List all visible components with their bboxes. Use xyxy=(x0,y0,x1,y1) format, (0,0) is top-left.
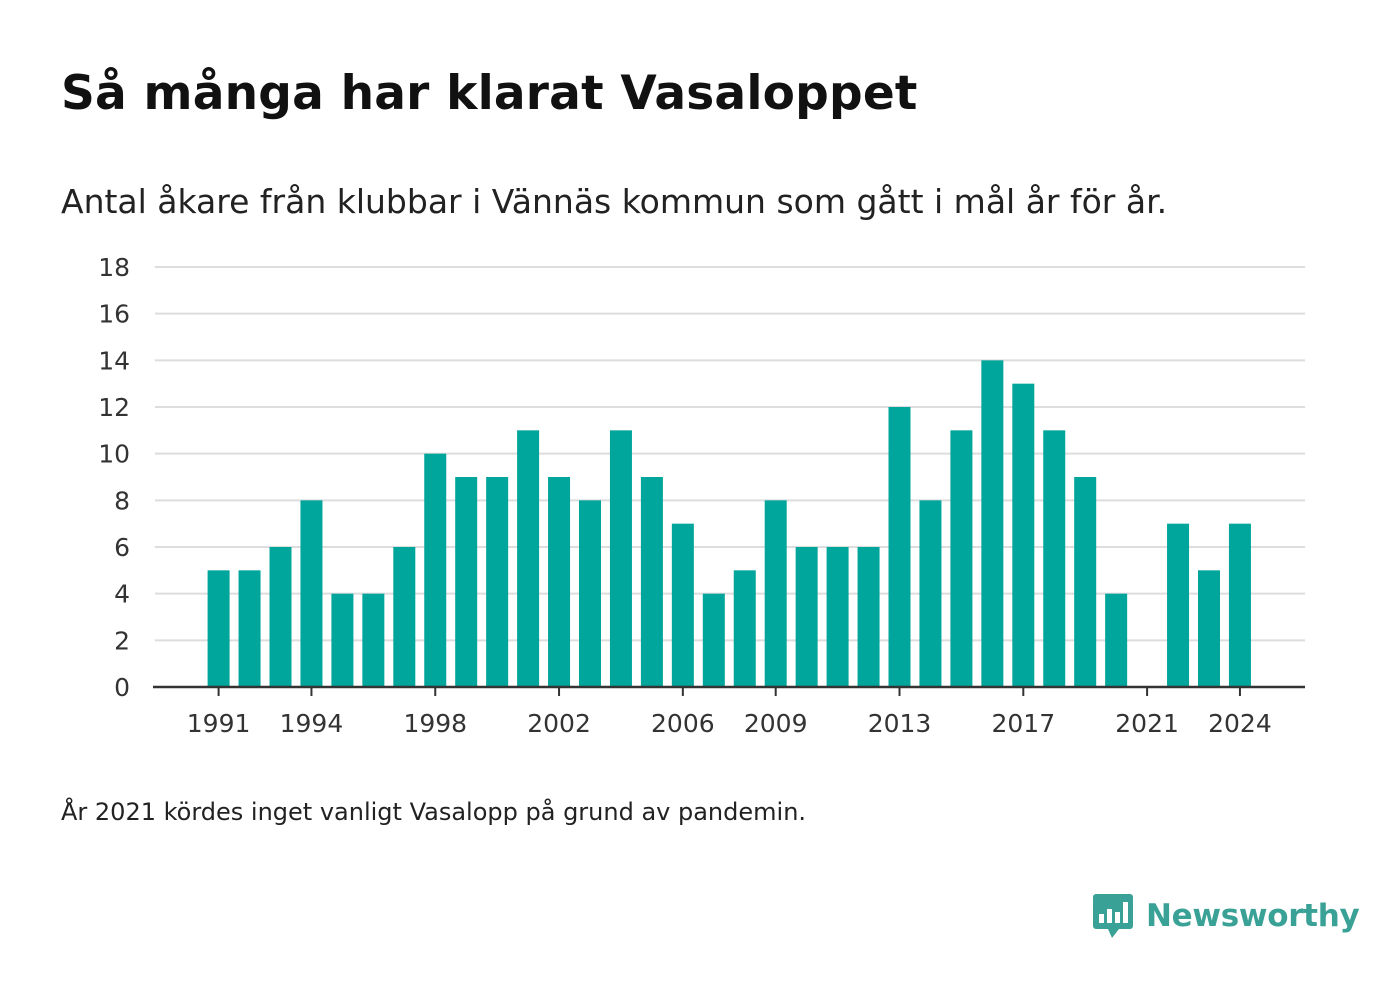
bar-1998 xyxy=(424,453,447,687)
bar-1991 xyxy=(207,570,230,687)
bar-2005 xyxy=(640,477,663,687)
bar-2000 xyxy=(486,477,509,687)
y-tick-label: 2 xyxy=(114,626,130,655)
bar-1997 xyxy=(393,547,416,687)
bar-2014 xyxy=(919,500,942,687)
y-tick-label: 14 xyxy=(98,346,130,375)
bar-2011 xyxy=(826,547,849,687)
bar-2022 xyxy=(1167,523,1190,687)
bar-2016 xyxy=(981,360,1004,687)
y-tick-label: 0 xyxy=(114,673,130,702)
bar-1992 xyxy=(238,570,261,687)
bar-2007 xyxy=(702,593,725,687)
y-tick-label: 6 xyxy=(114,533,130,562)
bar-2001 xyxy=(517,430,540,687)
y-tick-label: 16 xyxy=(98,300,130,329)
bar-1994 xyxy=(300,500,323,687)
x-tick-label: 2017 xyxy=(991,709,1055,738)
bars xyxy=(207,360,1251,687)
x-tick-label: 1998 xyxy=(403,709,467,738)
x-tick-label: 2006 xyxy=(651,709,715,738)
bar-1999 xyxy=(455,477,478,687)
y-tick-label: 12 xyxy=(98,393,130,422)
bar-1995 xyxy=(331,593,354,687)
gridlines xyxy=(155,266,1305,642)
bar-2010 xyxy=(795,547,818,687)
bar-2002 xyxy=(548,477,571,687)
footnote: År 2021 kördes inget vanligt Vasalopp på… xyxy=(61,798,807,826)
y-tick-label: 18 xyxy=(98,253,130,282)
bar-2015 xyxy=(950,430,973,687)
x-tick-label: 2021 xyxy=(1115,709,1179,738)
brand-logo[interactable]: Newsworthy xyxy=(1092,892,1360,940)
bar-1993 xyxy=(269,547,292,687)
bar-2020 xyxy=(1105,593,1128,687)
bar-2009 xyxy=(764,500,787,687)
x-tick-label: 2009 xyxy=(744,709,808,738)
bar-2006 xyxy=(671,523,694,687)
y-tick-label: 4 xyxy=(114,580,130,609)
bar-2013 xyxy=(888,407,911,687)
y-axis-ticks: 0 2 4 6 8 10 12 14 16 18 xyxy=(98,253,130,702)
bar-2008 xyxy=(733,570,756,687)
bar-chart: 0 2 4 6 8 10 12 14 16 18 1991 1994 1998 2002 2006 2009… xyxy=(98,253,1305,738)
x-tick-label: 2002 xyxy=(527,709,591,738)
y-tick-label: 8 xyxy=(114,486,130,515)
x-tick-label: 1994 xyxy=(280,709,344,738)
bar-1996 xyxy=(362,593,385,687)
bar-2004 xyxy=(609,430,632,687)
bar-2018 xyxy=(1043,430,1066,687)
x-axis-ticks: 1991 1994 1998 2002 2006 2009 2013 2017 2021 2024 xyxy=(187,687,1272,738)
bar-2023 xyxy=(1198,570,1220,687)
bar-2019 xyxy=(1074,477,1097,687)
y-tick-label: 10 xyxy=(98,440,130,469)
x-tick-label: 2024 xyxy=(1208,709,1272,738)
bar-2017 xyxy=(1012,383,1035,687)
bar-2003 xyxy=(579,500,601,687)
x-tick-label: 2013 xyxy=(868,709,932,738)
bar-2024 xyxy=(1228,523,1251,687)
x-tick-label: 1991 xyxy=(187,709,251,738)
bar-2012 xyxy=(857,547,880,687)
chart-title: Så många har klarat Vasaloppet xyxy=(61,66,918,121)
brand-name: Newsworthy xyxy=(1146,898,1360,934)
chart-subtitle: Antal åkare från klubbar i Vännäs kommun… xyxy=(61,182,1168,221)
newsworthy-logo-icon xyxy=(1093,894,1133,938)
